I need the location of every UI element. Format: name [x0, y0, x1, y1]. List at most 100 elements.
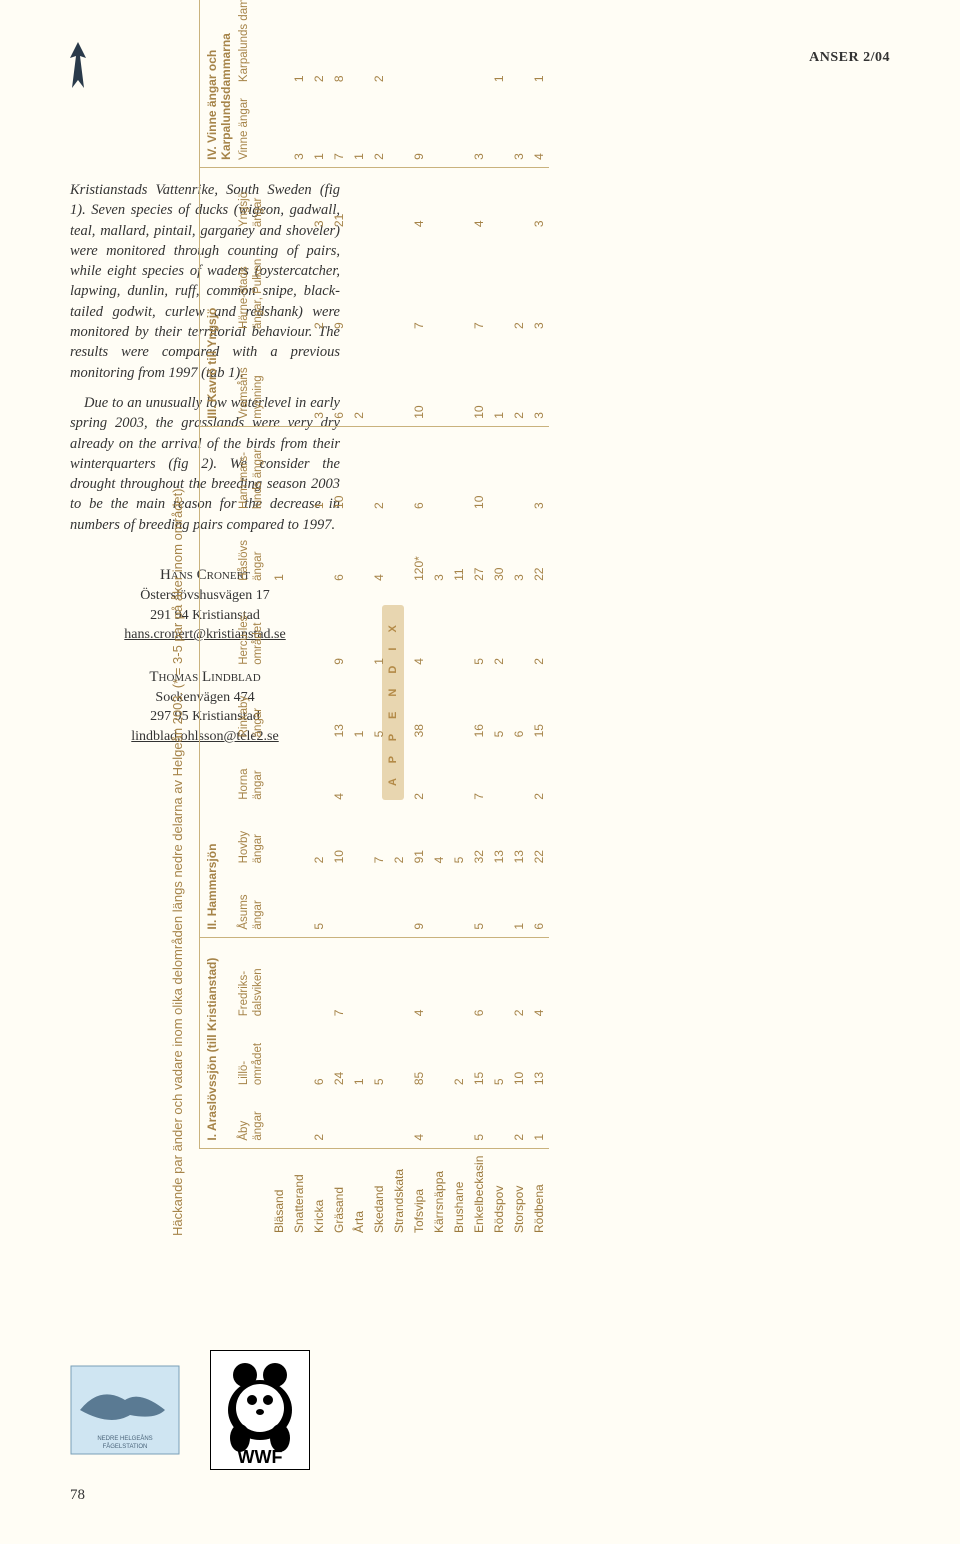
cell: 6 [509, 672, 529, 745]
cell [349, 870, 369, 937]
table-row: Rödspov51352301157 [489, 0, 509, 1240]
cell: 10 [469, 426, 489, 516]
cell [449, 1092, 469, 1148]
cell: 6 [329, 336, 349, 426]
cell: 3 [529, 426, 549, 516]
cell: 4 [329, 744, 349, 806]
cell [489, 937, 509, 1023]
cell: 1 [269, 516, 289, 588]
cell [429, 870, 449, 937]
cell [289, 744, 309, 806]
cell [389, 234, 409, 336]
cell: 3 [509, 516, 529, 588]
cell: 2 [509, 1092, 529, 1148]
cell: 1 [309, 89, 329, 167]
cell [429, 672, 449, 745]
cell [429, 234, 449, 336]
cell: 13 [529, 1023, 549, 1092]
cell [449, 744, 469, 806]
page-number: 78 [70, 1487, 85, 1504]
col-vramsans: Vramsåns mynning [236, 336, 269, 426]
col-hovby: Hovby ängar [236, 807, 269, 871]
cell [269, 336, 289, 426]
appendix-table-wrap: Häckande par änder och vadare inom olika… [170, 0, 549, 1240]
cell: 3 [429, 516, 449, 588]
cell [449, 167, 469, 234]
cell [289, 1092, 309, 1148]
col-rinkaby: Rinkaby ängar [236, 672, 269, 745]
cell: 7 [329, 89, 349, 167]
logo-row: NEDRE HELGEÅNS FÅGELSTATION WWF [70, 1350, 310, 1475]
cell [509, 0, 529, 89]
cell [329, 870, 349, 937]
cell [349, 807, 369, 871]
cell [429, 167, 449, 234]
cell [389, 672, 409, 745]
svg-text:NEDRE HELGEÅNS: NEDRE HELGEÅNS [97, 1435, 152, 1442]
cell [389, 0, 409, 89]
cell [289, 234, 309, 336]
cell: 10 [509, 1023, 529, 1092]
cell: 4 [469, 167, 489, 234]
cell: 22 [529, 516, 549, 588]
cell: 6 [469, 937, 489, 1023]
cell: 1 [489, 336, 509, 426]
cell [429, 588, 449, 672]
cell: 1 [509, 870, 529, 937]
cell: 1 [529, 1092, 549, 1148]
species-name: Tofsvipa [409, 1148, 429, 1240]
cell: 3 [509, 89, 529, 167]
cell [449, 672, 469, 745]
cell [269, 89, 289, 167]
col-harnestads: Härne-stads ängar, Pulken [236, 234, 269, 336]
cell [429, 744, 449, 806]
cell: 5 [369, 672, 389, 745]
cell [429, 0, 449, 89]
cell [269, 807, 289, 871]
table-row: Kricka265213231220 [309, 0, 329, 1240]
cell [389, 336, 409, 426]
col-fredriks: Fredriks-dalsviken [236, 937, 269, 1023]
cell: 2 [309, 0, 329, 89]
cell [349, 426, 369, 516]
cell [449, 588, 469, 672]
cell: 2 [309, 1092, 329, 1148]
cell [269, 937, 289, 1023]
cell [349, 744, 369, 806]
cell [309, 672, 329, 745]
cell: 1 [529, 0, 549, 89]
cell: 11 [449, 516, 469, 588]
cell: 85 [409, 1023, 429, 1092]
cell: 4 [409, 588, 429, 672]
cell: 6 [529, 870, 549, 937]
table-row: Rödbena1134622215222333341104 [529, 0, 549, 1240]
cell: 2 [349, 336, 369, 426]
cell [269, 1023, 289, 1092]
cell [349, 1092, 369, 1148]
cell [429, 937, 449, 1023]
cell [269, 588, 289, 672]
cell [289, 167, 309, 234]
species-name: Snatterand [289, 1148, 309, 1240]
cell: 5 [469, 588, 489, 672]
cell: 2 [369, 0, 389, 89]
cell: 1 [489, 0, 509, 89]
cell: 4 [409, 937, 429, 1023]
cell [289, 1023, 309, 1092]
cell [389, 870, 409, 937]
cell [369, 937, 389, 1023]
table-row: Storspov21021136322344 [509, 0, 529, 1240]
cell [509, 426, 529, 516]
table-row: Årta11215 [349, 0, 369, 1240]
cell: 2 [409, 744, 429, 806]
cell [369, 1092, 389, 1148]
cell [269, 426, 289, 516]
cell [289, 807, 309, 871]
cell: 3 [289, 89, 309, 167]
species-name: Rödbena [529, 1148, 549, 1240]
section-1-header: I. Araslövssjön (till Kristianstad) [200, 937, 237, 1148]
cell [489, 167, 509, 234]
cell: 32 [469, 807, 489, 871]
cell [389, 744, 409, 806]
cell: 7 [469, 744, 489, 806]
